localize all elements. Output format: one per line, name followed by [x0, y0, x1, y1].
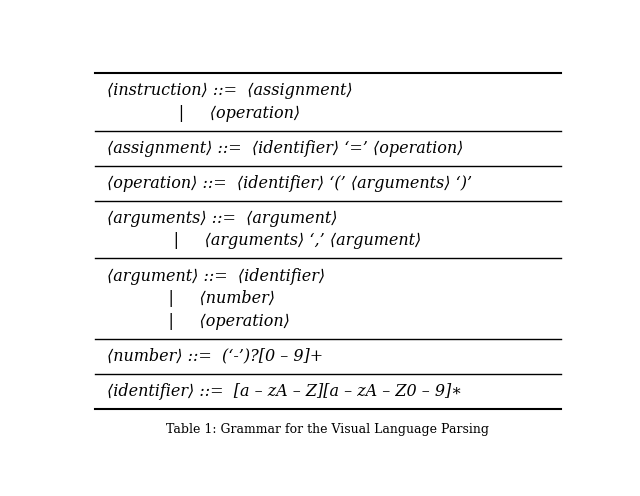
Text: ⟨instruction⟩ ::=  ⟨assignment⟩: ⟨instruction⟩ ::= ⟨assignment⟩ — [108, 82, 353, 99]
Text: Table 1: Grammar for the Visual Language Parsing: Table 1: Grammar for the Visual Language… — [166, 424, 490, 436]
Text: |     ⟨number⟩: | ⟨number⟩ — [108, 290, 275, 307]
Text: ⟨number⟩ ::=  (‘-’)?[0 – 9]+: ⟨number⟩ ::= (‘-’)?[0 – 9]+ — [108, 348, 323, 365]
Text: |     ⟨operation⟩: | ⟨operation⟩ — [108, 313, 290, 330]
Text: |     ⟨operation⟩: | ⟨operation⟩ — [108, 105, 300, 122]
Text: ⟨arguments⟩ ::=  ⟨argument⟩: ⟨arguments⟩ ::= ⟨argument⟩ — [108, 210, 338, 227]
Text: ⟨operation⟩ ::=  ⟨identifier⟩ ‘(’ ⟨arguments⟩ ‘)’: ⟨operation⟩ ::= ⟨identifier⟩ ‘(’ ⟨argume… — [108, 175, 472, 192]
Text: ⟨identifier⟩ ::=  [a – zA – Z][a – zA – Z0 – 9]∗: ⟨identifier⟩ ::= [a – zA – Z][a – zA – Z… — [108, 383, 463, 400]
Text: |     ⟨arguments⟩ ‘,’ ⟨argument⟩: | ⟨arguments⟩ ‘,’ ⟨argument⟩ — [108, 233, 422, 249]
Text: ⟨assignment⟩ ::=  ⟨identifier⟩ ‘=’ ⟨operation⟩: ⟨assignment⟩ ::= ⟨identifier⟩ ‘=’ ⟨opera… — [108, 140, 463, 157]
Text: ⟨argument⟩ ::=  ⟨identifier⟩: ⟨argument⟩ ::= ⟨identifier⟩ — [108, 267, 325, 285]
